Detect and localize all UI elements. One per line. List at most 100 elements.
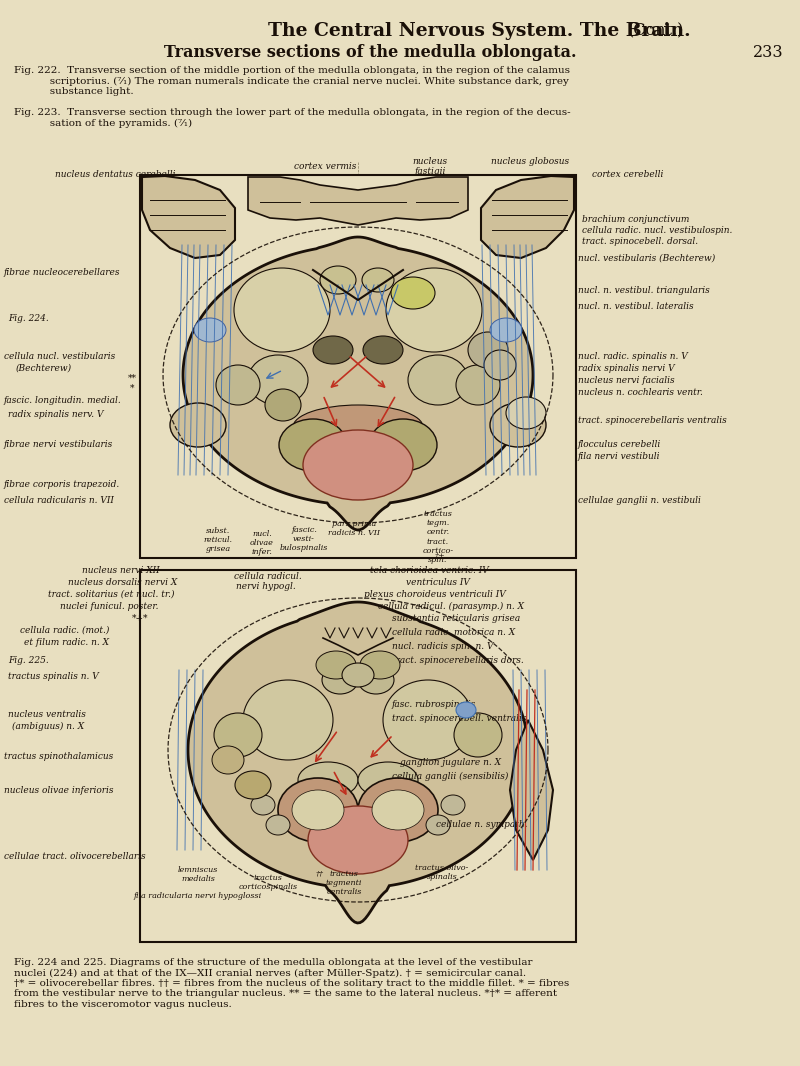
Ellipse shape: [369, 419, 437, 471]
Text: ventriculus IV: ventriculus IV: [406, 578, 470, 587]
Ellipse shape: [278, 778, 358, 842]
Text: cortex vermis: cortex vermis: [294, 162, 356, 171]
Text: radix spinalis nervi V: radix spinalis nervi V: [578, 364, 674, 373]
Text: cellula radicul.: cellula radicul.: [234, 572, 302, 581]
Text: (Cont.): (Cont.): [628, 22, 684, 39]
Text: (Bechterew): (Bechterew): [16, 364, 72, 373]
Text: tractus spinothalamicus: tractus spinothalamicus: [4, 752, 114, 761]
Text: Fig. 225.: Fig. 225.: [8, 656, 49, 665]
Text: et filum radic. n. X: et filum radic. n. X: [24, 637, 109, 647]
Text: fascic. longitudin. medial.: fascic. longitudin. medial.: [4, 395, 122, 405]
Text: cellula ganglii (sensibilis): cellula ganglii (sensibilis): [392, 772, 508, 781]
Polygon shape: [510, 720, 553, 860]
Text: tract. spinocerebellaris ventralis: tract. spinocerebellaris ventralis: [578, 416, 726, 425]
Text: lemniscus
medialis: lemniscus medialis: [178, 866, 218, 884]
Text: cellulae n. sympath.: cellulae n. sympath.: [436, 820, 527, 829]
Text: Fig. 223.  Transverse section through the lower part of the medulla oblongata, i: Fig. 223. Transverse section through the…: [14, 108, 570, 128]
Text: tractus
tegmenti
centralis: tractus tegmenti centralis: [326, 870, 362, 897]
Ellipse shape: [265, 389, 301, 421]
Ellipse shape: [372, 790, 424, 830]
Text: tractus
tegm.
centr.
tract.
cortico-
spin.: tractus tegm. centr. tract. cortico- spi…: [422, 510, 454, 564]
Text: nucl. radicis spin. n. V: nucl. radicis spin. n. V: [392, 642, 494, 651]
Ellipse shape: [408, 355, 468, 405]
Ellipse shape: [320, 266, 356, 294]
Text: (ambiguus) n. X: (ambiguus) n. X: [12, 722, 84, 731]
Text: tract. spinocerebellaris dors.: tract. spinocerebellaris dors.: [392, 656, 524, 665]
Ellipse shape: [212, 746, 244, 774]
Text: radix spinalis nerv. V: radix spinalis nerv. V: [8, 410, 103, 419]
Ellipse shape: [248, 355, 308, 405]
Text: tractus spinalis n. V: tractus spinalis n. V: [8, 672, 98, 681]
Ellipse shape: [234, 268, 330, 352]
Text: cellula radic. motorica n. X: cellula radic. motorica n. X: [392, 628, 515, 637]
Text: The Central Nervous System. The Brain.: The Central Nervous System. The Brain.: [268, 22, 690, 41]
Text: Fig. 224 and 225. Diagrams of the structure of the medulla oblongata at the leve: Fig. 224 and 225. Diagrams of the struct…: [14, 958, 570, 1008]
Text: nucleus dorsalis nervi X: nucleus dorsalis nervi X: [68, 578, 178, 587]
Text: cellula nucl. vestibularis: cellula nucl. vestibularis: [4, 352, 115, 361]
Text: nucleus nervi XII: nucleus nervi XII: [82, 566, 160, 575]
Text: tractus olivo-
spinalis: tractus olivo- spinalis: [415, 865, 469, 882]
Text: *+*: *+*: [132, 614, 149, 623]
Text: *: *: [130, 384, 134, 393]
Text: cellulae ganglii n. vestibuli: cellulae ganglii n. vestibuli: [578, 496, 701, 505]
Text: nucleus dentatus cerebelli: nucleus dentatus cerebelli: [54, 169, 175, 179]
Ellipse shape: [243, 680, 333, 760]
Ellipse shape: [322, 666, 358, 694]
Text: ganglion jugulare n. X: ganglion jugulare n. X: [400, 758, 501, 768]
Ellipse shape: [266, 815, 290, 835]
Ellipse shape: [358, 778, 438, 842]
Text: nucl. n. vestibul. lateralis: nucl. n. vestibul. lateralis: [578, 302, 694, 311]
Text: fibrae nervi vestibularis: fibrae nervi vestibularis: [4, 440, 114, 449]
Text: tract. spinocerebell. ventralis: tract. spinocerebell. ventralis: [392, 714, 526, 723]
Text: fascic.
vesti-
bulospinalis: fascic. vesti- bulospinalis: [280, 526, 328, 552]
Text: brachium conjunctivum: brachium conjunctivum: [582, 215, 690, 224]
Text: tract. spinocebell. dorsal.: tract. spinocebell. dorsal.: [582, 237, 698, 246]
Text: nucl. vestibularis (Bechterew): nucl. vestibularis (Bechterew): [578, 254, 715, 263]
Polygon shape: [481, 176, 574, 258]
Text: nuclei funicul. poster.: nuclei funicul. poster.: [60, 602, 158, 611]
Text: cortex cerebelli: cortex cerebelli: [592, 169, 664, 179]
Ellipse shape: [454, 713, 502, 757]
Ellipse shape: [303, 430, 413, 500]
Ellipse shape: [456, 365, 500, 405]
Polygon shape: [248, 177, 468, 225]
Ellipse shape: [308, 806, 408, 874]
Ellipse shape: [170, 403, 226, 447]
Text: nucl. n. vestibul. triangularis: nucl. n. vestibul. triangularis: [578, 286, 710, 295]
Text: subst.
reticul.
grisea: subst. reticul. grisea: [203, 527, 233, 553]
Text: nucleus ventralis: nucleus ventralis: [8, 710, 86, 718]
Ellipse shape: [490, 403, 546, 447]
Ellipse shape: [214, 713, 262, 757]
Text: ††: ††: [316, 870, 324, 878]
Text: tela chorioidea ventric. IV: tela chorioidea ventric. IV: [370, 566, 489, 575]
Text: tractus
corticospinalis: tractus corticospinalis: [238, 874, 298, 891]
Text: Transverse sections of the medulla oblongata.: Transverse sections of the medulla oblon…: [164, 44, 576, 61]
Text: nervi hypogl.: nervi hypogl.: [236, 582, 296, 591]
Text: nucleus olivae inferioris: nucleus olivae inferioris: [4, 786, 114, 795]
Text: Fig. 224.: Fig. 224.: [8, 314, 49, 323]
Text: cellulae tract. olivocerebellaris: cellulae tract. olivocerebellaris: [4, 852, 146, 861]
Text: 233: 233: [753, 44, 783, 61]
Text: tract. solitarius (et nucl. tr.): tract. solitarius (et nucl. tr.): [48, 589, 174, 599]
Ellipse shape: [441, 795, 465, 815]
Polygon shape: [183, 237, 533, 530]
Text: nucleus
fastigii: nucleus fastigii: [413, 157, 447, 176]
Ellipse shape: [363, 336, 403, 364]
Ellipse shape: [316, 651, 356, 679]
Text: cellula radic. (mot.): cellula radic. (mot.): [20, 626, 110, 635]
Text: plexus choroideus ventriculi IV: plexus choroideus ventriculi IV: [364, 589, 506, 599]
Text: fila nervi vestibuli: fila nervi vestibuli: [578, 452, 661, 461]
Text: fasc. rubrospinalis: fasc. rubrospinalis: [392, 700, 476, 709]
Text: nucleus n. cochlearis ventr.: nucleus n. cochlearis ventr.: [578, 388, 703, 397]
Text: †+: †+: [434, 552, 446, 560]
Bar: [140, 175, 576, 558]
Ellipse shape: [506, 397, 546, 429]
Ellipse shape: [293, 405, 423, 449]
Bar: [140, 570, 576, 942]
Text: nucleus globosus: nucleus globosus: [491, 157, 569, 166]
Polygon shape: [188, 602, 528, 923]
Text: nucl. radic. spinalis n. V: nucl. radic. spinalis n. V: [578, 352, 688, 361]
Text: cellula radicul. (parasymp.) n. X: cellula radicul. (parasymp.) n. X: [378, 602, 524, 611]
Ellipse shape: [235, 771, 271, 800]
Text: cellula radicularis n. VII: cellula radicularis n. VII: [4, 496, 114, 505]
